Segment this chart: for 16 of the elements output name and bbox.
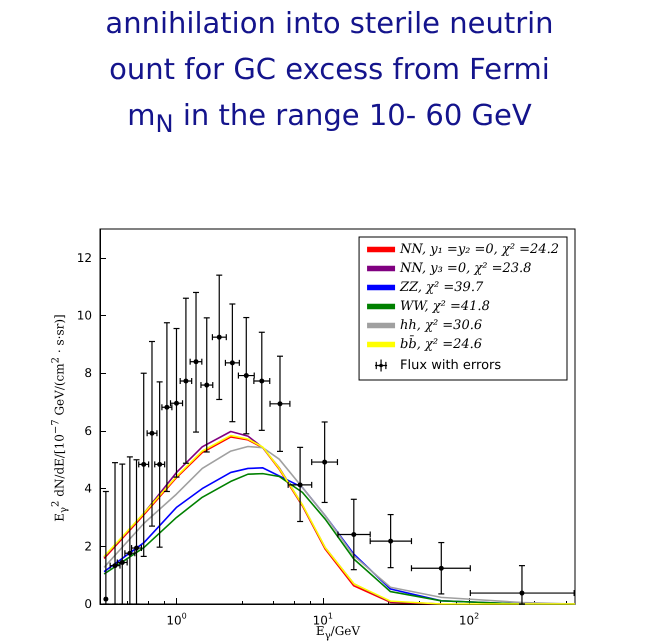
chart-title: annihilation into sterile neutrin ount for GC excess from Fermi m$_{N}$ in the range 10- 60 GeV xyxy=(104,5,555,140)
legend-label: NN, y₁ =y₂ =0, χ² =24.2 xyxy=(399,242,560,257)
y-tick-label: 0 xyxy=(84,597,92,611)
y-tick-label: 12 xyxy=(76,250,92,265)
legend-label: Flux with errors xyxy=(400,358,502,373)
x-axis-title: E$_{γ}$/GeV xyxy=(316,624,360,642)
legend-label: hh, χ² =30.6 xyxy=(400,318,482,333)
legend-label: WW, χ² =41.8 xyxy=(400,299,490,314)
legend-label: NN, y₃ =0, χ² =23.8 xyxy=(399,261,532,276)
legend-label: ZZ, χ² =39.7 xyxy=(399,280,484,295)
y-tick-label: 8 xyxy=(84,366,92,380)
legend-label: bb̄, χ² =24.6 xyxy=(400,335,482,352)
y-tick-label: 4 xyxy=(84,482,92,496)
y-tick-label: 6 xyxy=(84,424,92,438)
y-tick-label: 10 xyxy=(76,308,92,323)
y-tick-label: 2 xyxy=(84,539,92,554)
